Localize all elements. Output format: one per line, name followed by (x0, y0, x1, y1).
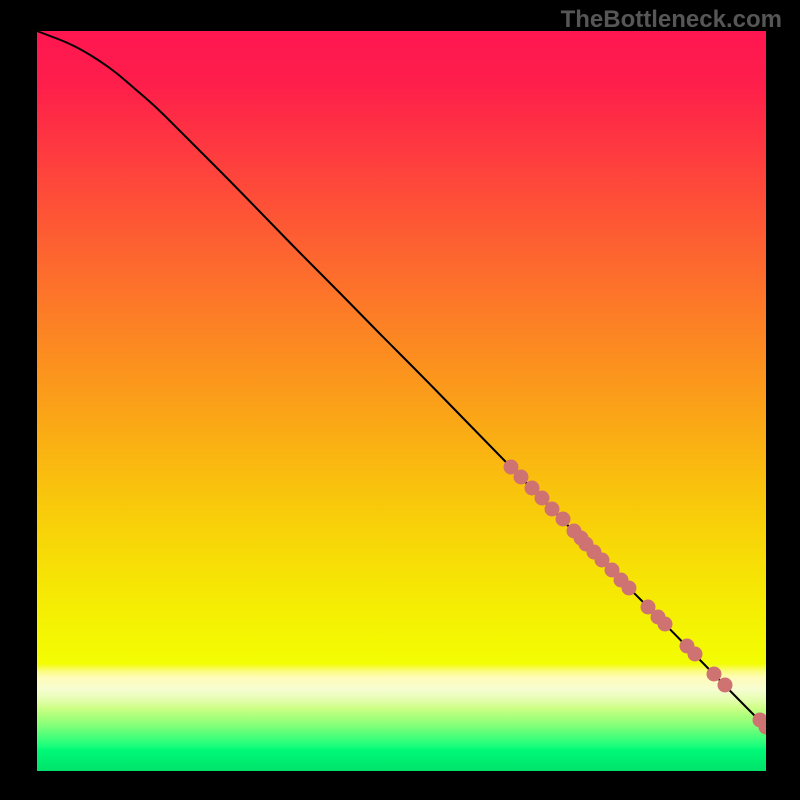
frame-bottom (0, 771, 800, 800)
frame-right (766, 0, 800, 800)
chart-svg (0, 0, 800, 800)
marker-dot (688, 647, 702, 661)
marker-dot (514, 470, 528, 484)
gradient-background (37, 31, 766, 771)
marker-dot (545, 502, 559, 516)
marker-dot (535, 491, 549, 505)
marker-dot (622, 581, 636, 595)
frame-left (0, 0, 37, 800)
marker-dot (658, 617, 672, 631)
marker-dot (707, 667, 721, 681)
marker-dot (718, 678, 732, 692)
marker-dot (556, 512, 570, 526)
watermark-text: TheBottleneck.com (561, 6, 782, 34)
